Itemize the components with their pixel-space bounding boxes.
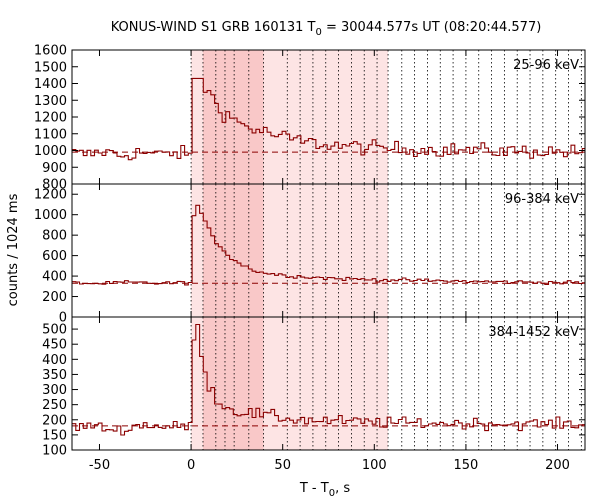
background-dashed-lines — [72, 151, 585, 427]
x-tick-label: -50 — [89, 458, 110, 473]
y-tick-label: 450 — [42, 338, 67, 353]
y-tick-label: 100 — [42, 444, 67, 459]
axis-ticks — [72, 49, 585, 451]
y-tick-label: 150 — [42, 428, 67, 443]
x-tick-label: 0 — [187, 458, 195, 473]
y-tick-label: 1200 — [34, 188, 67, 203]
shaded-interval-dark — [202, 184, 264, 317]
light-curve-series — [72, 77, 585, 436]
y-tick-label: 400 — [42, 270, 67, 285]
light-curve-1 — [72, 77, 585, 161]
shading-layer — [191, 50, 389, 450]
y-tick-label: 350 — [42, 368, 67, 383]
y-tick-label: 400 — [42, 353, 67, 368]
y-tick-label: 500 — [42, 323, 67, 338]
y-tick-label: 800 — [42, 229, 67, 244]
shaded-interval-dark — [202, 50, 264, 184]
y-tick-label: 600 — [42, 249, 67, 264]
x-axis-title: T - T0, s — [299, 481, 350, 499]
chart-title: KONUS-WIND S1 GRB 160131 T0 = 30044.577s… — [111, 20, 542, 38]
panel-energy-label: 384-1452 keV — [488, 325, 579, 340]
y-tick-label: 1500 — [34, 60, 67, 75]
y-tick-label: 1200 — [34, 111, 67, 126]
y-tick-label: 1300 — [34, 94, 67, 109]
y-tick-label: 200 — [42, 413, 67, 428]
light-curve-2 — [72, 204, 585, 286]
x-tick-label: 50 — [274, 458, 291, 473]
y-tick-label: 0 — [59, 311, 67, 326]
light-curve-3 — [72, 323, 585, 436]
tick-labels: 800900100011001200130014001500160025-96 … — [34, 44, 579, 474]
x-tick-label: 100 — [362, 458, 387, 473]
x-tick-label: 150 — [453, 458, 478, 473]
y-tick-label: 250 — [42, 398, 67, 413]
y-axis-title: counts / 1024 ms — [6, 193, 21, 306]
panel-energy-label: 96-384 keV — [505, 192, 579, 207]
y-tick-label: 800 — [42, 178, 67, 193]
y-tick-label: 1100 — [34, 127, 67, 142]
y-tick-label: 1000 — [34, 144, 67, 159]
y-tick-label: 1600 — [34, 44, 67, 59]
x-tick-label: 200 — [545, 458, 570, 473]
shaded-interval-dark — [202, 317, 264, 450]
y-tick-label: 1400 — [34, 77, 67, 92]
y-tick-label: 1000 — [34, 208, 67, 223]
y-tick-label: 300 — [42, 383, 67, 398]
y-tick-label: 900 — [42, 161, 67, 176]
panel-energy-label: 25-96 keV — [513, 58, 579, 73]
panel-frame — [71, 316, 586, 451]
y-tick-label: 200 — [42, 290, 67, 305]
